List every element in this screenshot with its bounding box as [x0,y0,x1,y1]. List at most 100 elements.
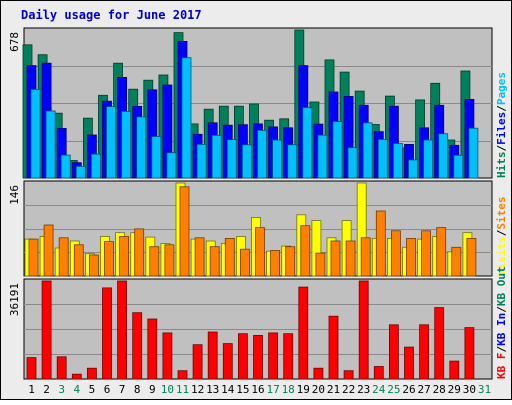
bar-bot-kb-f-day-16 [253,334,263,380]
legend-top: Hits/Files/Pages [495,72,508,178]
bar-bot-kb-f-day-29 [449,360,460,380]
x-tick-label-26: 26 [402,383,415,396]
x-tick-label-14: 14 [221,383,235,396]
x-tick-label-13: 13 [206,383,219,396]
legend-item-top-1: / [495,145,508,152]
bar-mid-sites-day-18 [285,246,296,277]
bar-top-pages-day-17 [272,139,283,179]
bar-bot-kb-f-day-22 [343,370,354,380]
bar-bot-kb-f-day-1 [26,357,37,380]
bar-bot-kb-f-day-12 [192,344,203,380]
x-tick-label-25: 25 [387,383,400,396]
bar-bot-kb-f-day-10 [162,332,173,380]
x-tick-label-12: 12 [191,383,204,396]
bar-top-pages-day-14 [226,139,237,179]
bar-top-pages-day-24 [377,138,388,179]
bar-top-pages-day-8 [136,116,147,179]
legend-item-bot-1: / [495,346,508,353]
x-tick-label-2: 2 [43,383,50,396]
bar-mid-sites-day-23 [360,237,371,277]
bar-top-pages-day-20 [317,134,328,179]
bar-mid-sites-day-16 [255,227,265,277]
bar-top-pages-day-6 [106,106,116,179]
x-tick-label-18: 18 [282,383,295,396]
bar-bot-kb-f-day-24 [373,366,384,380]
bar-top-pages-day-10 [166,152,177,179]
bar-mid-sites-day-28 [436,227,447,277]
legend-item-mid-2: Sites [495,197,508,230]
panels: 678Hits/Files/Pages146Visits/Sites36191K… [8,27,508,380]
bar-bot-kb-f-day-30 [464,327,475,380]
bar-bot-kb-f-day-27 [419,324,430,380]
bar-top-pages-day-9 [151,136,162,179]
x-tick-label-9: 9 [149,383,156,396]
bar-mid-sites-day-11 [179,186,190,277]
x-tick-label-3: 3 [58,383,65,396]
legend-item-mid-1: / [495,229,508,236]
bar-mid-sites-day-17 [270,250,281,277]
bar-bot-kb-f-day-9 [147,318,158,380]
x-tick-label-7: 7 [119,383,126,396]
legend-mid: Visits/Sites [495,197,508,277]
x-tick-label-1: 1 [28,383,35,396]
x-tick-label-5: 5 [89,383,96,396]
legend-item-top-0: Hits [495,152,508,179]
bar-top-pages-day-7 [121,111,131,179]
y-max-label-top: 678 [8,32,21,52]
bar-mid-sites-day-15 [239,248,250,277]
x-tick-label-11: 11 [176,383,189,396]
bar-top-pages-day-19 [302,107,313,179]
bar-mid-sites-day-1 [28,238,39,277]
bar-mid-sites-day-30 [466,237,477,277]
bar-top-pages-day-22 [347,147,358,179]
bar-mid-sites-day-8 [134,228,145,277]
x-axis-labels: 1 2 3 4 5 6 7 8 9 10 11 12 13 14 15 16 17 18 19 20 21 22 23 24 2… [28,383,491,396]
x-tick-label-27: 27 [417,383,430,396]
bar-top-pages-day-5 [91,153,101,179]
bar-bot-kb-f-day-26 [404,346,414,380]
bar-mid-sites-day-27 [421,230,432,277]
legend-item-bot-3: / [495,306,508,313]
bar-mid-sites-day-12 [194,237,205,277]
bar-mid-sites-day-2 [43,224,54,277]
bar-bot-kb-f-day-6 [102,287,112,380]
x-tick-label-16: 16 [251,383,264,396]
x-tick-label-29: 29 [448,383,461,396]
legend-bot: KB F/KB In/KB Out [495,266,508,379]
bar-top-pages-day-18 [287,144,298,179]
bar-bot-kb-f-day-2 [41,280,52,380]
bar-mid-sites-day-20 [315,252,326,277]
bar-mid-sites-day-4 [73,244,84,277]
bar-bot-kb-f-day-14 [222,343,233,380]
bar-mid-sites-day-29 [451,246,462,277]
bar-mid-sites-day-6 [104,241,114,277]
legend-item-bot-4: KB Out [495,266,508,306]
legend-item-bot-2: KB In [495,313,508,346]
bar-top-pages-day-25 [392,143,403,179]
legend-item-top-4: Pages [495,72,508,105]
x-tick-label-20: 20 [312,383,325,396]
bar-mid-sites-day-13 [209,246,220,277]
bar-top-pages-day-29 [453,154,464,179]
x-tick-label-24: 24 [372,383,386,396]
bar-bot-kb-f-day-28 [434,307,445,380]
bar-mid-sites-day-22 [345,240,356,277]
x-tick-label-10: 10 [161,383,174,396]
bar-top-pages-day-2 [45,110,56,179]
bar-mid-sites-day-10 [164,244,175,277]
chart-title: Daily usage for June 2017 [21,8,202,22]
bar-bot-kb-f-day-4 [71,373,82,380]
bar-top-pages-day-23 [362,122,373,179]
bar-mid-sites-day-26 [406,237,416,277]
bar-top-pages-day-4 [75,165,86,179]
x-tick-label-30: 30 [463,383,476,396]
bar-top-pages-day-15 [241,144,252,179]
bar-mid-sites-day-24 [375,210,386,277]
bar-top-pages-day-3 [60,154,71,179]
bar-bot-kb-f-day-11 [177,370,188,380]
panel-mid: 146 Visits/Sites [8,180,508,277]
bar-bot-kb-f-day-5 [87,367,97,380]
